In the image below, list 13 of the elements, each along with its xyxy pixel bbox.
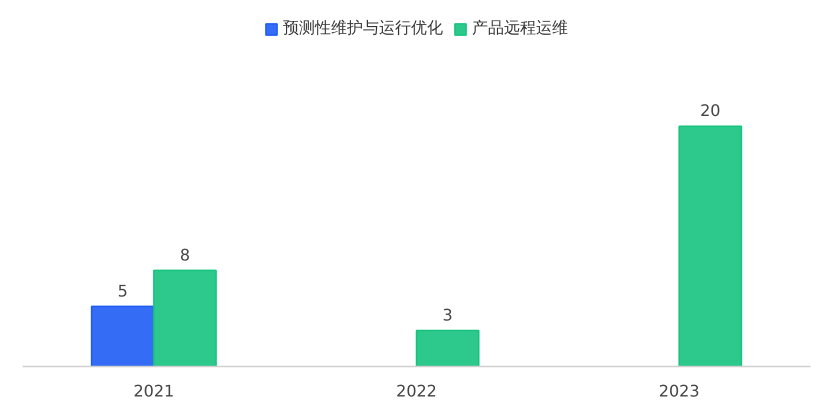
data-label: 20 bbox=[700, 101, 720, 120]
data-label: 3 bbox=[442, 305, 453, 324]
bar bbox=[416, 330, 480, 366]
data-label: 8 bbox=[180, 245, 190, 264]
bar bbox=[678, 125, 742, 366]
data-label: 5 bbox=[118, 281, 128, 300]
bar bbox=[90, 306, 155, 366]
bar bbox=[153, 270, 217, 366]
x-tick-label: 2021 bbox=[133, 382, 174, 400]
legend-label: 产品远程运维 bbox=[472, 18, 568, 39]
legend-label: 预测性维护与运行优化 bbox=[283, 18, 443, 39]
x-tick-label: 2023 bbox=[658, 382, 700, 400]
x-tick-label: 2022 bbox=[396, 382, 437, 400]
